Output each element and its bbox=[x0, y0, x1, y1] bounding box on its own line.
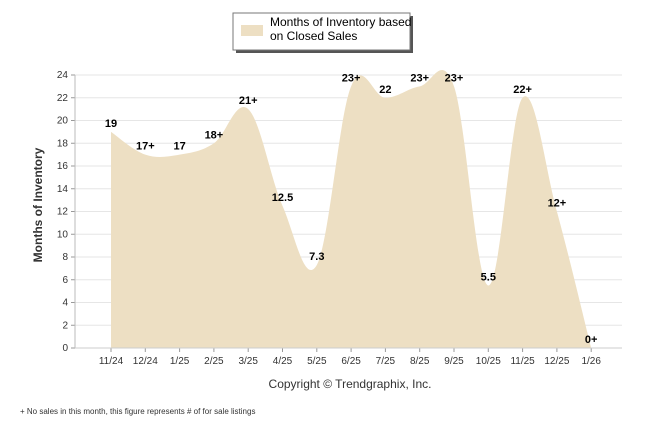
x-tick-label: 8/25 bbox=[410, 356, 430, 367]
x-tick-label: 6/25 bbox=[341, 356, 361, 367]
y-tick-label: 8 bbox=[62, 252, 68, 263]
x-tick-label: 12/25 bbox=[544, 356, 569, 367]
data-label: 23+ bbox=[410, 72, 429, 84]
x-tick-label: 5/25 bbox=[307, 356, 327, 367]
data-label: 18+ bbox=[205, 129, 224, 141]
data-labels: 19 17+ 17 18+ 21+ 12.5 7.3 23+ 22 23+ 23+ 5.5 22+ 12+… bbox=[105, 72, 598, 346]
data-label: 21+ bbox=[239, 95, 258, 107]
y-tick-label: 0 bbox=[62, 343, 68, 354]
data-label: 22 bbox=[379, 84, 391, 96]
data-label: 12.5 bbox=[272, 192, 293, 204]
data-label: 23+ bbox=[342, 72, 361, 84]
legend-swatch bbox=[241, 25, 263, 36]
data-label: 7.3 bbox=[309, 251, 324, 263]
area-series bbox=[111, 69, 592, 348]
y-tick-label: 14 bbox=[57, 184, 69, 195]
x-tick-label: 12/24 bbox=[133, 356, 158, 367]
y-tick-label: 20 bbox=[57, 116, 69, 127]
x-tick-label: 4/25 bbox=[273, 356, 293, 367]
y-tick-label: 16 bbox=[57, 161, 69, 172]
x-tick-label: 9/25 bbox=[444, 356, 464, 367]
y-tick-label: 12 bbox=[57, 207, 69, 218]
x-tick-label: 10/25 bbox=[476, 356, 501, 367]
x-axis: 11/24 12/24 1/25 2/25 3/25 4/25 5/25 6/25 7/25 8/… bbox=[75, 347, 622, 367]
data-label: 19 bbox=[105, 118, 117, 130]
x-tick-label: 11/25 bbox=[510, 356, 535, 367]
y-tick-label: 4 bbox=[62, 298, 68, 309]
y-tick-label: 2 bbox=[62, 320, 68, 331]
data-label: 0+ bbox=[585, 334, 598, 346]
y-tick-label: 10 bbox=[57, 229, 69, 240]
data-label: 12+ bbox=[548, 198, 567, 210]
data-label: 17 bbox=[173, 141, 185, 153]
x-tick-label: 2/25 bbox=[204, 356, 224, 367]
y-tick-label: 18 bbox=[57, 138, 69, 149]
area-fill bbox=[111, 69, 592, 348]
y-tick-label: 6 bbox=[62, 275, 68, 286]
legend-line-2: on Closed Sales bbox=[270, 29, 357, 43]
data-label: 22+ bbox=[513, 84, 532, 96]
x-tick-label: 3/25 bbox=[238, 356, 258, 367]
y-axis-title: Months of Inventory bbox=[31, 147, 45, 262]
x-tick-label: 7/25 bbox=[376, 356, 396, 367]
copyright-text: Copyright © Trendgraphix, Inc. bbox=[269, 377, 432, 391]
x-tick-label: 1/25 bbox=[170, 356, 190, 367]
y-tick-label: 22 bbox=[57, 93, 69, 104]
y-tick-label: 24 bbox=[57, 70, 69, 81]
legend-line-1: Months of Inventory based bbox=[270, 15, 411, 29]
x-tick-label: 1/26 bbox=[581, 356, 601, 367]
data-label: 5.5 bbox=[481, 271, 496, 283]
legend: Months of Inventory based on Closed Sale… bbox=[232, 12, 413, 53]
data-label: 23+ bbox=[445, 72, 464, 84]
x-tick-label: 11/24 bbox=[99, 356, 124, 367]
data-label: 17+ bbox=[136, 141, 155, 153]
footnote-text: + No sales in this month, this figure re… bbox=[20, 407, 255, 416]
